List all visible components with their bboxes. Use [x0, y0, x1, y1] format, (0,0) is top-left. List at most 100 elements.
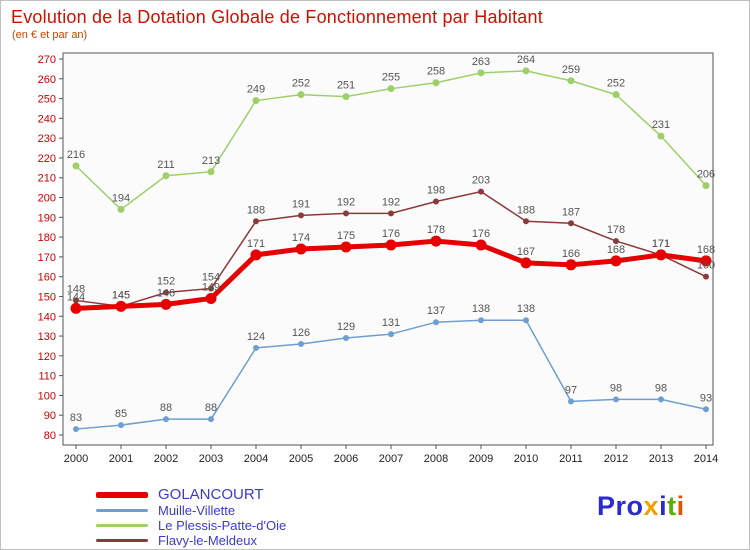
data-point [385, 239, 397, 251]
x-tick-label: 2012 [604, 453, 628, 465]
data-label: 178 [607, 224, 625, 236]
data-label: 83 [70, 412, 82, 424]
data-point [520, 257, 532, 269]
data-label: 264 [517, 54, 535, 66]
data-label: 131 [382, 317, 400, 329]
data-label: 198 [427, 184, 445, 196]
data-label: 124 [247, 331, 265, 343]
legend-label: Flavy-le-Meldeux [158, 533, 257, 548]
data-label: 171 [247, 238, 265, 250]
data-point [295, 243, 307, 255]
data-point [162, 172, 170, 180]
data-point [298, 212, 304, 219]
legend-item: Le Plessis-Patte-d'Oie [96, 519, 286, 532]
logo-letter: r [615, 491, 627, 521]
x-tick-label: 2002 [154, 453, 178, 465]
data-label: 138 [472, 303, 490, 315]
data-label: 252 [292, 78, 310, 90]
legend-item: Muille-Villette [96, 504, 286, 517]
y-tick-label: 150 [38, 291, 56, 303]
logo-letter: i [676, 491, 685, 521]
y-tick-label: 230 [38, 133, 56, 145]
data-label: 171 [652, 238, 670, 250]
data-label: 187 [562, 206, 580, 218]
data-point [115, 300, 127, 312]
x-tick-label: 2000 [64, 453, 88, 465]
legend-swatch [96, 524, 148, 527]
x-tick-label: 2006 [334, 453, 358, 465]
data-label: 149 [202, 281, 220, 293]
data-point [565, 259, 577, 271]
data-label: 146 [157, 287, 175, 299]
data-label: 168 [697, 244, 715, 256]
data-point [163, 289, 169, 296]
data-point [568, 398, 574, 405]
data-point [612, 91, 620, 99]
data-point [298, 340, 304, 347]
data-label: 144 [67, 291, 85, 303]
data-label: 148 [67, 283, 85, 295]
data-point [208, 285, 214, 292]
logo-letter: x [643, 491, 660, 521]
data-label: 192 [337, 196, 355, 208]
y-tick-label: 80 [44, 430, 56, 442]
data-point [432, 79, 440, 87]
data-point [70, 302, 82, 314]
data-point [478, 188, 484, 195]
data-label: 258 [427, 66, 445, 78]
data-point [253, 218, 259, 225]
data-point [343, 335, 349, 342]
data-point [478, 317, 484, 324]
data-label: 160 [697, 260, 715, 272]
y-tick-label: 180 [38, 232, 56, 244]
legend-swatch [96, 539, 148, 542]
data-label: 252 [607, 78, 625, 90]
data-label: 152 [157, 276, 175, 288]
data-point [522, 67, 530, 75]
y-tick-label: 160 [38, 272, 56, 284]
data-label: 175 [337, 230, 355, 242]
y-tick-label: 120 [38, 351, 56, 363]
x-tick-label: 2005 [289, 453, 313, 465]
y-tick-label: 220 [38, 153, 56, 165]
data-point [163, 416, 169, 423]
y-tick-label: 110 [38, 371, 56, 383]
data-label: 213 [202, 155, 220, 167]
data-label: 97 [565, 384, 577, 396]
y-tick-label: 90 [44, 410, 56, 422]
y-tick-label: 190 [38, 212, 56, 224]
data-point [252, 97, 260, 105]
data-point [160, 298, 172, 310]
data-point [657, 132, 665, 140]
data-point [343, 210, 349, 217]
x-tick-label: 2004 [244, 453, 268, 465]
data-label: 178 [427, 224, 445, 236]
legend-item: GOLANCOURT [96, 487, 286, 502]
data-label: 188 [247, 204, 265, 216]
data-point [433, 319, 439, 326]
data-label: 203 [472, 175, 490, 187]
y-tick-label: 210 [38, 173, 56, 185]
data-point [73, 426, 79, 433]
data-label: 188 [517, 204, 535, 216]
data-point [340, 241, 352, 253]
data-label: 137 [427, 305, 445, 317]
x-tick-label: 2013 [649, 453, 673, 465]
data-point [297, 91, 305, 99]
y-tick-label: 250 [38, 94, 56, 106]
y-tick-label: 140 [38, 311, 56, 323]
data-point [388, 331, 394, 338]
data-label: 263 [472, 56, 490, 68]
legend-swatch [96, 491, 148, 498]
data-point [700, 255, 712, 267]
data-point [208, 416, 214, 423]
data-label: 206 [697, 169, 715, 181]
chart-title: Evolution de la Dotation Globale de Fonc… [11, 7, 543, 27]
data-label: 167 [517, 246, 535, 258]
data-point [207, 168, 215, 176]
data-label: 166 [562, 248, 580, 260]
data-point [613, 238, 619, 245]
data-label: 88 [160, 402, 172, 414]
y-tick-label: 170 [38, 252, 56, 264]
data-point [387, 85, 395, 93]
